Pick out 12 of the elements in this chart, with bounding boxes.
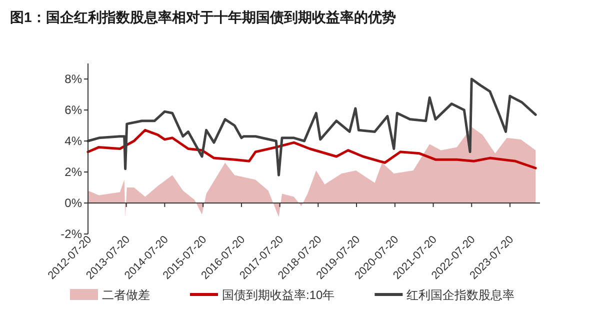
y-tick-label: 4% <box>64 134 82 148</box>
y-tick-label: 6% <box>64 103 82 117</box>
legend-label: 国债到期收益率:10年 <box>222 288 335 302</box>
y-tick-label: -2% <box>60 227 82 241</box>
line-series <box>86 128 537 170</box>
legend-label: 二者做差 <box>102 288 150 302</box>
line-series <box>86 78 537 176</box>
chart-title: 图1：国企红利指数股息率相对于十年期国债到期收益率的优势 <box>10 9 396 25</box>
y-tick-label: 0% <box>64 196 82 210</box>
y-tick-label: 2% <box>64 165 82 179</box>
y-tick-label: 8% <box>64 72 82 86</box>
legend-label: 红利国企指数股息率 <box>406 288 515 302</box>
